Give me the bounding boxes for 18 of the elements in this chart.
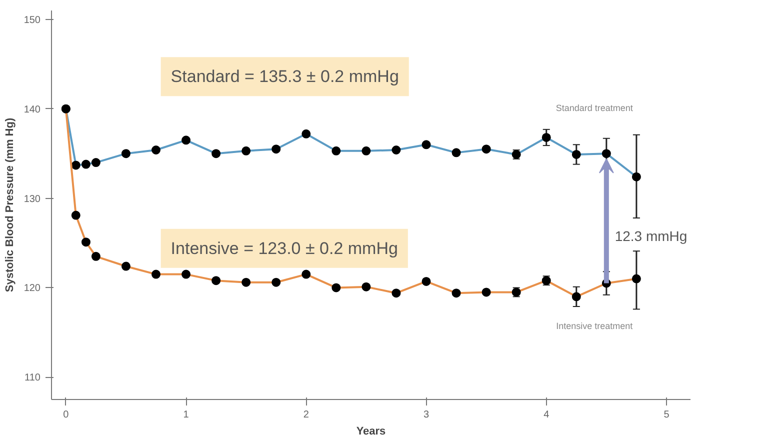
y-tick-label: 110 xyxy=(24,372,41,384)
annotation: Standard = 135.3 ± 0.2 mmHg xyxy=(170,67,399,86)
x-tick-label: 1 xyxy=(183,410,190,420)
x-tick-label: 2 xyxy=(303,410,310,420)
annotation: Intensive treatment xyxy=(556,321,634,332)
x-tick-label: 4 xyxy=(544,410,550,420)
annotation: Standard treatment xyxy=(556,102,634,113)
x-axis-title: Years xyxy=(356,426,386,438)
y-axis-title: Systolic Blood Pressure (mm Hg) xyxy=(4,118,16,292)
x-tick-label: 5 xyxy=(664,410,670,420)
y-tick-label: 120 xyxy=(24,283,41,294)
x-tick-label: 0 xyxy=(63,410,70,420)
annotation: Intensive = 123.0 ± 0.2 mmHg xyxy=(170,238,398,258)
y-tick-label: 130 xyxy=(24,194,41,205)
y-tick-label: 150 xyxy=(24,14,41,26)
annotation: 12.3 mmHg xyxy=(614,228,688,244)
y-tick-label: 140 xyxy=(24,104,41,116)
x-tick-label: 3 xyxy=(423,410,430,420)
